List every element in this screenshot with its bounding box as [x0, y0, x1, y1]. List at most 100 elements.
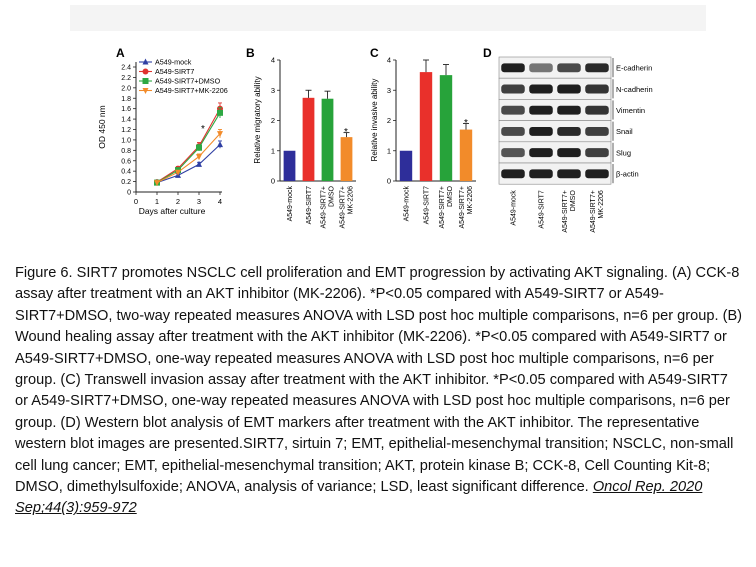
- category-label: A549-mock: [404, 186, 411, 222]
- band-bracket: [612, 164, 614, 184]
- category-label: A549-mock: [287, 186, 294, 222]
- blot-band: [557, 84, 581, 94]
- blot-band: [585, 105, 609, 115]
- data-point: [196, 160, 202, 167]
- blot-band: [557, 148, 581, 158]
- panel-a-y-tick-label: 1.6: [121, 106, 131, 113]
- panel-a-y-tick-label: 0.4: [121, 169, 131, 176]
- blot-band: [557, 63, 581, 73]
- blot-band: [585, 169, 609, 179]
- panel-a-line-chart: 0 0.2 0.4 0.6 0.8 1.0 1.2 1.4 1.6 1.8 2.0 2.2 2.4 0 1…: [97, 58, 228, 216]
- blot-band: [529, 126, 553, 136]
- panel-c-y-tick-label: 1: [387, 146, 391, 155]
- citation-link[interactable]: Oncol Rep. 2020 Sep;44(3):959-972: [15, 479, 703, 517]
- panel-a-y-tick-label: 0: [127, 190, 131, 197]
- panel-b-y-tick-label: 2: [271, 116, 275, 125]
- data-point: [217, 141, 223, 148]
- category-label: A549-SIRT7: [306, 186, 313, 224]
- blot-band: [557, 169, 581, 179]
- band-label: Snail: [616, 127, 633, 136]
- caption-text: Figure 6. SIRT7 promotes NSCLC cell prol…: [15, 265, 743, 496]
- data-point: [196, 154, 202, 161]
- blot-band: [501, 126, 525, 136]
- panel-c-star: *: [464, 118, 468, 129]
- panel-a-y-tick-label: 0.8: [121, 148, 131, 155]
- blot-band: [585, 84, 609, 94]
- panel-a-x-tick-label: 4: [218, 197, 222, 206]
- panel-c-y-label: Relative invasive ability: [370, 79, 379, 162]
- panel-b-y-tick-label: 0: [271, 177, 275, 186]
- blot-band: [501, 84, 525, 94]
- data-point: [154, 180, 160, 187]
- panel-a-y-tick-label: 1.4: [121, 117, 131, 124]
- panel-a-y-tick-label: 2.4: [121, 65, 131, 72]
- panel-b-y-tick-label: 3: [271, 86, 275, 95]
- blot-band: [529, 63, 553, 73]
- blot-band: [529, 84, 553, 94]
- series-line-2: [156, 112, 221, 184]
- blot-band: [501, 169, 525, 179]
- band-bracket: [612, 121, 614, 141]
- band-bracket: [612, 142, 614, 162]
- data-point: [196, 144, 202, 151]
- panel-b-star: *: [344, 127, 348, 138]
- lane-label: A549-SIRT7+DMSO: [562, 190, 577, 233]
- panel-a-x-tick-label: 1: [155, 197, 159, 206]
- panel-a-x-tick-label: 3: [197, 197, 201, 206]
- blot-band: [501, 63, 525, 73]
- panel-a-y-tick-label: 1.8: [121, 96, 131, 103]
- data-point: [217, 131, 223, 138]
- panel-a-x-tick-label: 2: [176, 197, 180, 206]
- blot-band: [585, 126, 609, 136]
- panel-b-y-label: Relative migratory ability: [253, 76, 262, 163]
- blot-band: [557, 126, 581, 136]
- blot-band: [557, 105, 581, 115]
- panel-c-bar-chart: 0 1 2 3 4 A549-mock A549-SIRT7 A549-SIRT7+DMSO…: [370, 56, 476, 228]
- band-label: β-actin: [616, 170, 639, 179]
- legend-entry: A549-SIRT7+MK-2206: [155, 86, 228, 95]
- panel-a-y-tick-label: 1.2: [121, 127, 131, 134]
- panel-b-bar-chart: 0 1 2 3 4 A549-mock A549-SIRT7 A549-SIRT7+DMSO…: [253, 56, 356, 229]
- bar: [459, 129, 473, 181]
- band-label: Slug: [616, 148, 631, 157]
- category-label: A549-SIRT7+MK-2206: [340, 186, 355, 229]
- bar: [399, 150, 413, 181]
- blot-band: [585, 63, 609, 73]
- legend-marker: [142, 88, 149, 94]
- series-line-0: [156, 144, 221, 184]
- panel-a-y-tick-label: 2.0: [121, 85, 131, 92]
- panel-a-y-tick-label: 0.6: [121, 158, 131, 165]
- data-point: [217, 109, 223, 116]
- panel-a-y-tick-label: 0.2: [121, 179, 131, 186]
- blot-band: [529, 105, 553, 115]
- legend-marker: [142, 68, 149, 75]
- band-label: N-cadherin: [616, 85, 653, 94]
- figure-panels: A B C D 0 0.2 0.4 0.6 0.8 1.0 1.2 1.4 1.6 1.8 2.0 2…: [97, 46, 653, 233]
- category-label: A549-SIRT7+DMSO: [321, 185, 336, 228]
- bar: [283, 150, 296, 181]
- series-line-1: [156, 108, 221, 183]
- bar: [419, 72, 433, 181]
- panel-d-western-blot: E-cadherin N-cadherin Vimentin Snail Slug β-a…: [498, 56, 653, 233]
- panel-letter-d: D: [483, 46, 492, 60]
- panel-a-x-tick-label: 0: [134, 197, 138, 206]
- category-label: A549-SIRT7+DMSO: [439, 185, 454, 228]
- panel-letter-a: A: [116, 46, 125, 60]
- band-bracket: [612, 100, 614, 120]
- lane-label: A549-SIRT7+MK-2206: [590, 190, 605, 233]
- band-bracket: [612, 79, 614, 99]
- blot-band: [529, 148, 553, 158]
- legend-entry: A549-SIRT7: [155, 67, 194, 76]
- panel-a-x-label: Days after culture: [139, 206, 206, 216]
- panel-b-y-tick-label: 1: [271, 146, 275, 155]
- panel-letter-b: B: [246, 46, 255, 60]
- panel-a-y-tick-label: 1.0: [121, 137, 131, 144]
- series-line-3: [156, 133, 221, 184]
- blot-band: [501, 105, 525, 115]
- legend-entry: A549-SIRT7+DMSO: [155, 77, 221, 86]
- figure-caption: Figure 6. SIRT7 promotes NSCLC cell prol…: [15, 263, 743, 520]
- panel-c-y-tick-label: 3: [387, 86, 391, 95]
- panel-a-star: *: [201, 124, 205, 135]
- panel-c-y-tick-label: 0: [387, 177, 391, 186]
- panel-letter-c: C: [370, 46, 379, 60]
